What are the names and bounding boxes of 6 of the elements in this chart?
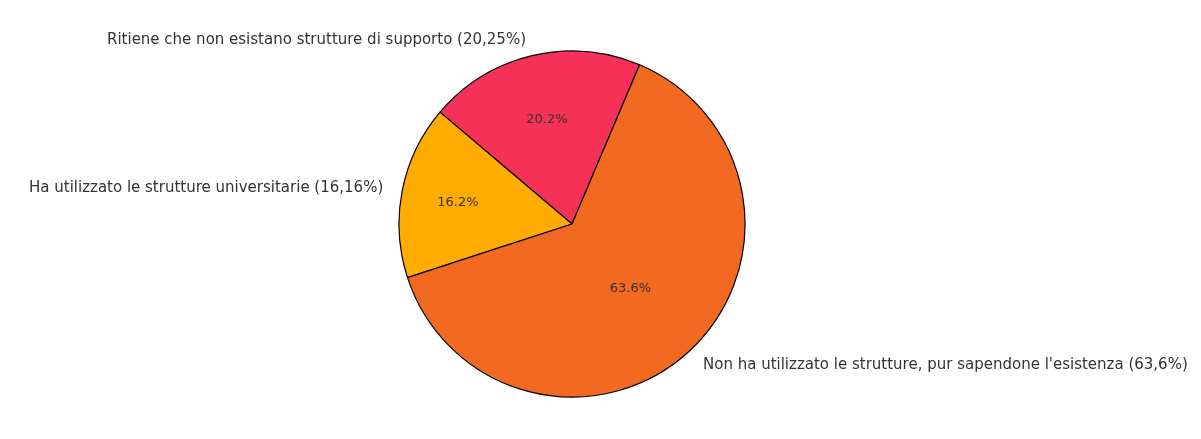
data-label: 16.2% (437, 194, 479, 210)
slice-label: Ha utilizzato le strutture universitarie (16,16%) (29, 178, 384, 196)
data-label: 63.6% (609, 280, 652, 296)
slice-label: Non ha utilizzato le strutture, pur sapendone l'esistenza (63,6%) (703, 355, 1188, 373)
data-label: 20.2% (526, 110, 568, 126)
slice-label: Ritiene che non esistano strutture di supporto (20,25%) (107, 30, 526, 48)
